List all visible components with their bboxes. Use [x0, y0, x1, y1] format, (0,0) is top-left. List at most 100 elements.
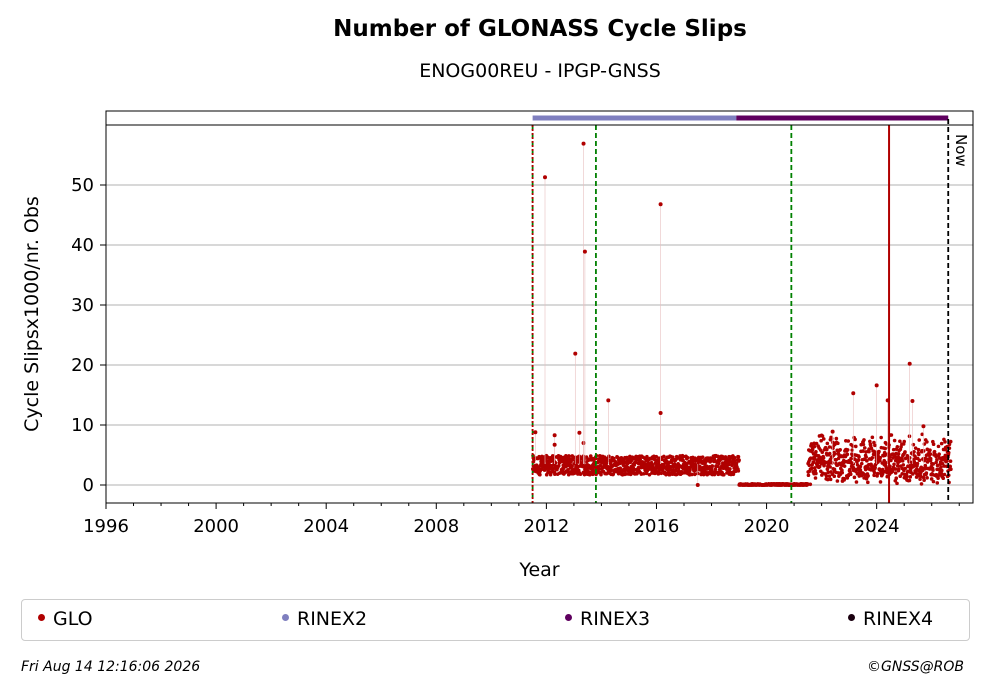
glo-point — [924, 471, 929, 475]
glo-point — [552, 433, 557, 438]
glo-point — [659, 471, 664, 476]
x-tick-label: 2008 — [413, 516, 459, 537]
glo-point — [859, 461, 864, 466]
glo-point — [861, 449, 865, 453]
glo-point — [913, 446, 918, 450]
glo-point — [862, 472, 867, 477]
glo-point — [896, 452, 901, 456]
glo-point — [734, 461, 739, 466]
glo-point — [883, 452, 887, 456]
glo-point — [895, 481, 899, 486]
glo-point — [670, 455, 675, 459]
now-label: Now — [952, 134, 970, 167]
glo-point — [882, 470, 886, 474]
glo-point — [949, 467, 953, 471]
glo-point — [651, 463, 655, 467]
legend-item-glo: GLO — [38, 608, 93, 630]
glo-point — [925, 440, 929, 444]
glo-point — [875, 471, 880, 476]
glo-point — [934, 460, 938, 465]
glo-point — [939, 441, 944, 446]
glo-point — [817, 464, 822, 469]
glo-point — [922, 478, 926, 483]
glo-point — [928, 452, 933, 456]
glo-point — [638, 457, 643, 462]
glo-point — [618, 466, 623, 471]
glo-point — [737, 458, 741, 462]
glo-point — [842, 464, 847, 468]
glo-point — [917, 452, 921, 457]
glo-point — [851, 391, 856, 396]
footer-copyright: ©GNSS@ROB — [867, 659, 964, 675]
glo-point — [813, 466, 817, 470]
glo-point — [598, 463, 603, 468]
glo-point — [850, 444, 855, 448]
glo-point — [939, 471, 944, 476]
chart-title: Number of GLONASS Cycle Slips — [333, 16, 747, 42]
glo-point — [669, 464, 674, 469]
chart-subtitle: ENOG00REU - IPGP-GNSS — [419, 60, 661, 82]
glo-point — [834, 436, 839, 441]
x-tick-label: 2020 — [744, 516, 790, 537]
glo-point — [675, 472, 679, 476]
glo-point — [681, 454, 686, 459]
glo-point — [864, 455, 868, 459]
glo-point — [935, 481, 940, 485]
legend-item-rinex2: RINEX2 — [282, 608, 367, 630]
y-tick-label: 40 — [71, 235, 94, 256]
glo-point — [879, 435, 883, 440]
glo-point — [898, 474, 903, 479]
glo-point — [833, 452, 837, 456]
glo-point — [902, 439, 907, 444]
glo-point — [911, 442, 916, 447]
glo-point — [920, 432, 925, 437]
glo-point — [824, 474, 829, 478]
glo-point — [917, 458, 922, 463]
glo-point — [543, 175, 548, 180]
glo-point — [895, 444, 900, 449]
legend-label-glo: GLO — [53, 608, 93, 630]
glo-point — [830, 460, 834, 465]
y-tick-label: 10 — [71, 415, 94, 436]
glo-point — [865, 459, 869, 463]
glo-point — [828, 477, 833, 482]
glo-point — [928, 456, 933, 461]
glo-point — [552, 442, 557, 447]
glo-point — [940, 468, 944, 473]
glo-point — [543, 466, 548, 471]
glo-point — [931, 442, 936, 447]
glo-point — [827, 461, 831, 466]
glo-point — [939, 465, 943, 470]
glo-point — [832, 474, 837, 479]
glo-point — [903, 456, 908, 461]
glo-point — [908, 475, 913, 479]
glo-point — [903, 466, 908, 471]
glo-point — [567, 454, 571, 458]
glo-point — [825, 441, 830, 446]
glo-point — [812, 444, 817, 449]
glo-point — [866, 474, 870, 478]
glo-point — [553, 472, 557, 477]
glo-point — [943, 440, 947, 444]
glo-point — [869, 446, 874, 451]
footer-timestamp: Fri Aug 14 12:16:06 2026 — [21, 659, 201, 675]
glo-point — [700, 455, 705, 459]
glo-point — [877, 449, 881, 454]
glo-point — [808, 482, 813, 487]
glo-point — [727, 462, 731, 467]
glo-point — [925, 476, 929, 480]
glo-point — [806, 473, 811, 478]
glo-point — [609, 468, 613, 473]
glo-point — [867, 449, 871, 454]
glo-point — [912, 449, 916, 454]
glo-point — [636, 465, 641, 470]
glo-point — [845, 448, 850, 452]
glo-point — [907, 478, 912, 483]
glo-point — [889, 433, 894, 437]
glo-point — [853, 437, 857, 442]
glo-point — [948, 439, 953, 444]
glo-point — [830, 429, 835, 434]
glo-point — [570, 464, 574, 469]
glo-point — [835, 479, 840, 483]
glo-point — [900, 459, 905, 463]
